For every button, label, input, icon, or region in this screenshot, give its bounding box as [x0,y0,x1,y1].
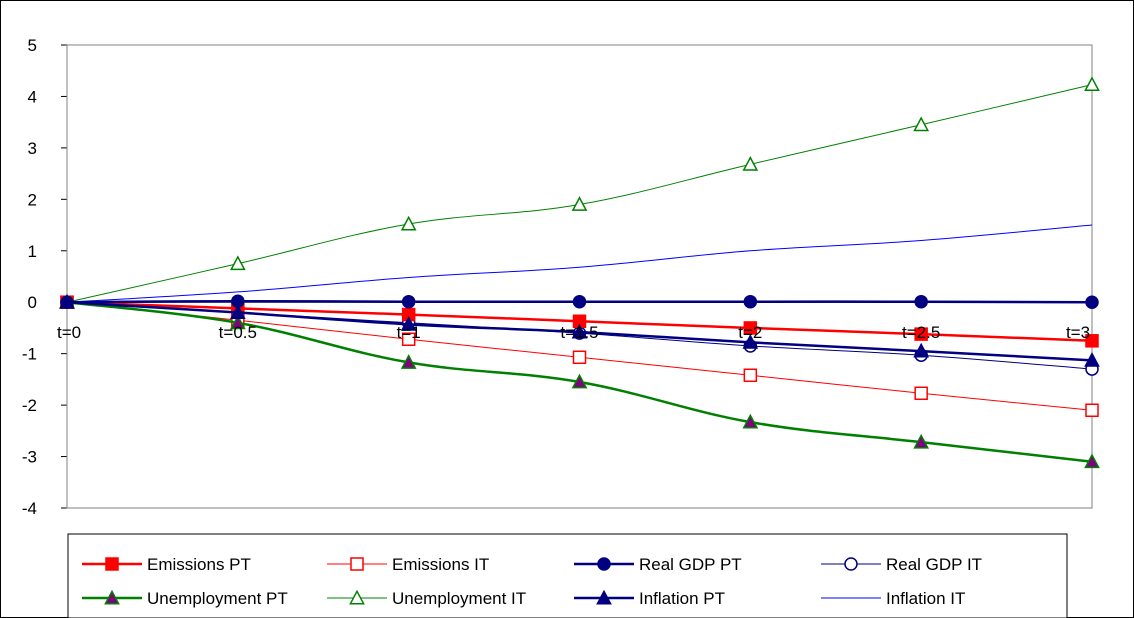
data-point-unemployment-pt [571,373,588,389]
data-point-emissions-pt [743,321,758,335]
legend-marker [350,557,364,571]
data-point-unemployment-pt [229,314,246,330]
y-tick-label: 3 [28,139,37,158]
data-point-inflation-pt [913,342,930,358]
data-point-inflation-pt [400,316,417,331]
data-point-unemployment-it [1084,76,1100,92]
legend-label: Inflation PT [639,589,725,608]
x-tick-label: t=0.5 [219,323,257,342]
legend-marker [104,589,120,605]
y-tick-label: 0 [28,293,37,312]
data-point-unemployment-it [400,215,417,231]
data-point-inflation-pt [1084,352,1100,367]
y-tick-label: -2 [22,396,37,415]
data-point-unemployment-pt [913,433,930,449]
data-point-emissions-it [914,386,928,401]
legend-label: Real GDP PT [639,555,742,574]
legend-item-unemployment-it: Unemployment IT [327,589,526,608]
legend-label: Unemployment PT [147,589,288,608]
data-point-unemployment-pt [742,413,759,429]
legend-label: Inflation IT [886,589,965,608]
data-point-real-gdp-pt [401,294,416,309]
legend-item-real-gdp-pt: Real GDP PT [574,555,742,574]
data-point-emissions-it [572,350,587,365]
y-tick-label: -4 [22,499,37,518]
legend-label: Unemployment IT [392,589,526,608]
data-point-emissions-pt [1085,334,1099,348]
data-point-real-gdp-pt [914,294,928,309]
legend-marker [596,589,612,605]
data-point-inflation-pt [571,323,588,339]
data-point-unemployment-it [742,156,759,171]
legend-marker [597,557,611,571]
data-point-emissions-pt [914,327,928,341]
y-tick-label: -1 [22,345,37,364]
x-tick-label: t=2 [738,323,762,342]
data-point-unemployment-pt [1084,453,1100,469]
y-tick-label: 1 [28,242,37,261]
y-tick-label: -3 [22,448,37,467]
data-point-emissions-it [401,332,416,347]
legend-item-emissions-pt: Emissions PT [82,555,251,574]
data-point-emissions-it [743,368,758,383]
data-point-inflation-pt [742,334,759,349]
legend-marker [349,589,365,605]
data-point-emissions-it [1085,403,1099,418]
x-tick-label: t=1.5 [560,323,598,342]
legend-label: Emissions IT [392,555,489,574]
legend-box [67,533,1068,618]
data-point-real-gdp-pt [572,294,587,309]
series-inflation-it [66,224,1093,303]
legend-label: Emissions PT [147,555,251,574]
data-point-unemployment-it [571,196,588,211]
legend-marker [105,557,119,571]
legend: Emissions PT Emissions IT Real GDP PT Real … [67,533,1068,618]
legend-marker [844,557,858,571]
legend-item-inflation-pt: Inflation PT [574,589,725,608]
data-point-unemployment-it [229,255,246,271]
x-tick-labels: t=0 t=0.5 t=1 t=1.5 t=2 t=2.5 t=3 [57,323,1090,342]
legend-item-inflation-it: Inflation IT [821,589,965,608]
data-point-real-gdp-pt [743,294,758,309]
legend-item-real-gdp-it: Real GDP IT [821,555,982,574]
legend-item-unemployment-pt: Unemployment PT [82,589,288,608]
data-point-inflation-pt [59,293,75,309]
data-point-inflation-pt [229,304,246,319]
series-layer [59,76,1100,469]
x-tick-label: t=0 [57,323,81,342]
series-inflation-pt [59,293,1100,367]
legend-item-emissions-it: Emissions IT [327,555,489,574]
x-tick-label: t=3 [1066,323,1090,342]
x-tick-label: t=2.5 [902,323,940,342]
data-point-unemployment-it [913,116,930,132]
y-tick-label: 2 [28,190,37,209]
plot-area-border [66,44,1093,509]
series-line-inflation-it [66,224,1093,303]
legend-label: Real GDP IT [886,555,982,574]
data-point-unemployment-pt [400,354,417,369]
y-tick-label: 5 [28,36,37,55]
data-point-real-gdp-pt [1085,295,1099,309]
x-tick-label: t=1 [397,323,421,342]
y-tick-label: 4 [28,87,37,106]
